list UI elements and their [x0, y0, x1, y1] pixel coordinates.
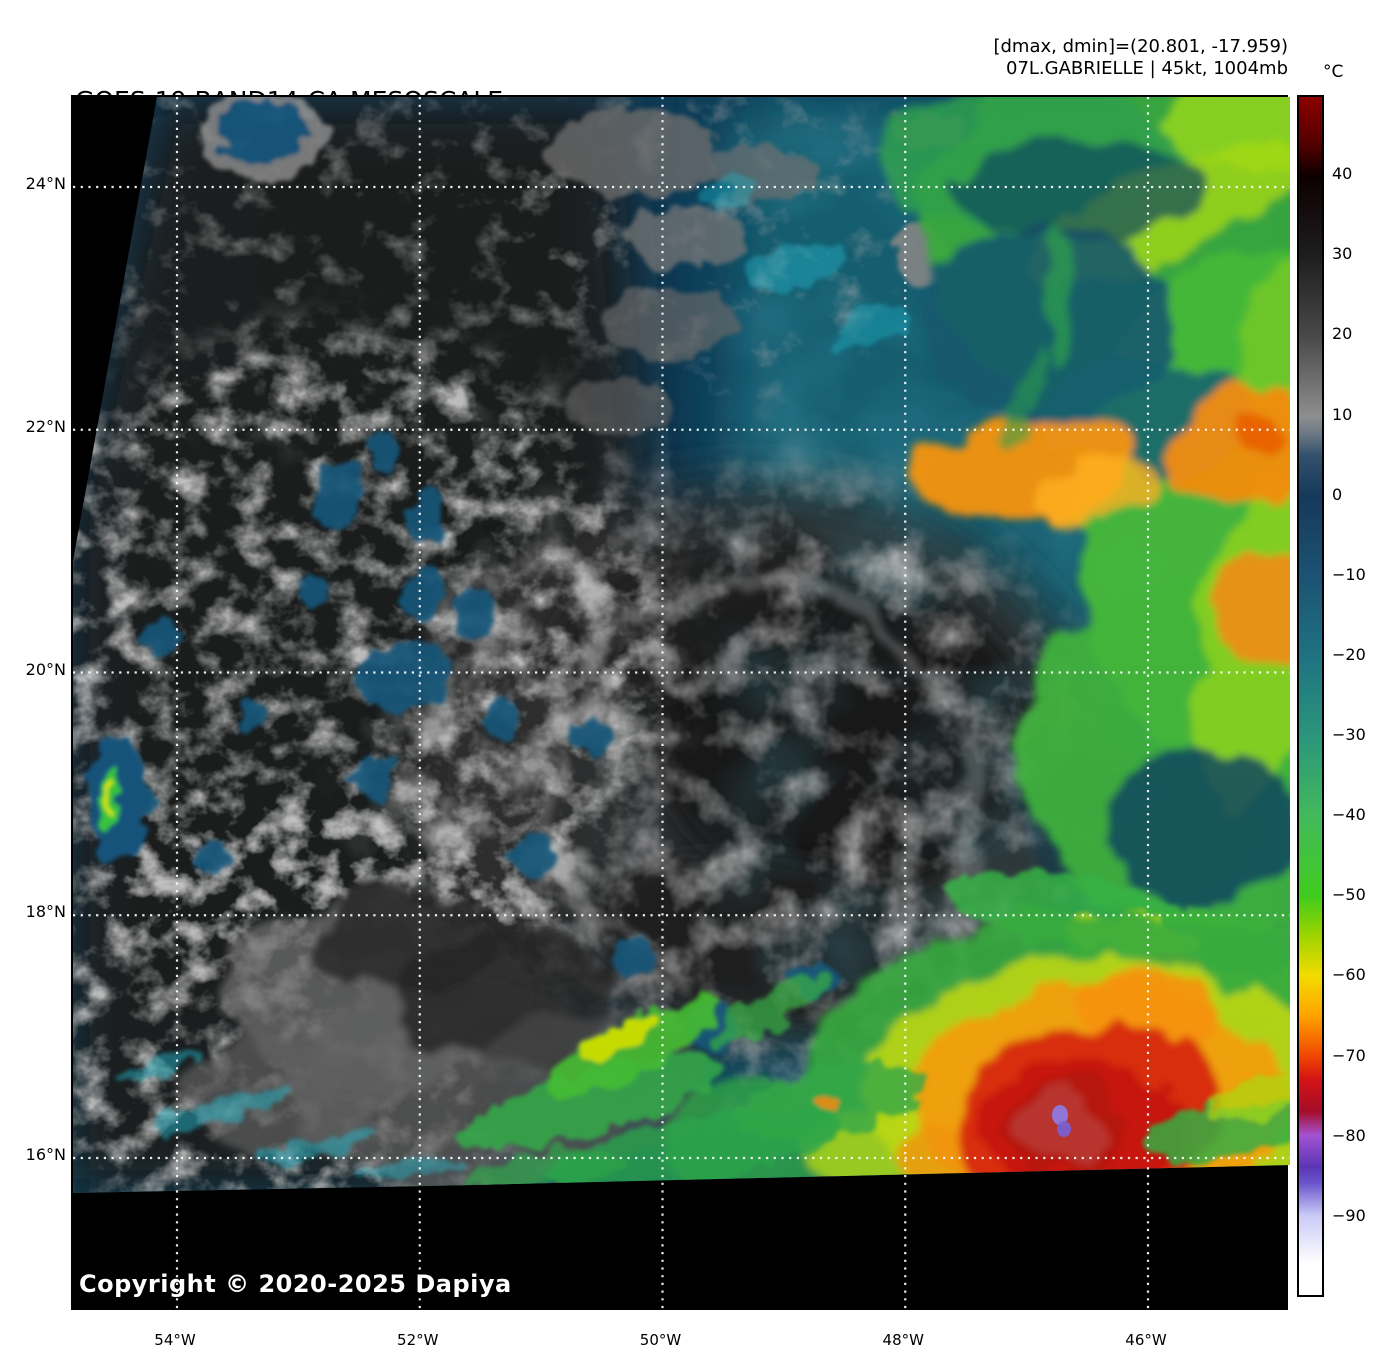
colorbar-tick-label: 0 [1332, 484, 1343, 504]
colorbar-tick-label: 20 [1332, 324, 1353, 344]
y-axis-tick-label: 18°N [25, 902, 66, 922]
colorbar-tick-label: −40 [1332, 805, 1366, 825]
x-axis-tick-label: 50°W [639, 1331, 682, 1349]
satellite-image [73, 97, 1290, 1312]
colorbar-tick-label: −20 [1332, 644, 1366, 664]
colorbar-tick-label: −80 [1332, 1125, 1366, 1145]
x-axis-tick-label: 48°W [882, 1331, 924, 1349]
colorbar-tick-label: −50 [1332, 885, 1366, 905]
x-axis-tick-label: 52°W [397, 1331, 439, 1349]
copyright-notice: Copyright © 2020-2025 Dapiya [79, 1270, 512, 1298]
storm-info: 07L.GABRIELLE | 45kt, 1004mb [1006, 58, 1288, 79]
y-axis-tick-label: 20°N [25, 659, 66, 679]
colorbar-tick-label: 10 [1332, 404, 1353, 424]
colorbar-tick-label: 30 [1332, 244, 1353, 264]
colorbar-tick-label: 40 [1332, 164, 1353, 184]
colorbar-unit-label: °C [1323, 62, 1344, 82]
map-plot-area: Copyright © 2020-2025 Dapiya [71, 95, 1290, 1312]
y-axis-tick-label: 24°N [25, 174, 66, 193]
colorbar-tick-label: −10 [1332, 564, 1366, 584]
annotation-block: [dmax, dmin]=(20.801, -17.959) 07L.GABRI… [993, 36, 1288, 80]
y-axis-tick-label: 16°N [25, 1145, 66, 1164]
ir-imagery [73, 97, 1290, 1193]
x-axis-tick-label: 46°W [1125, 1331, 1167, 1349]
colorbar-tick-label: −60 [1332, 965, 1366, 985]
colorbar-tick-label: −90 [1332, 1205, 1366, 1225]
y-axis-tick-label: 22°N [25, 416, 66, 436]
temperature-colorbar [1297, 95, 1324, 1297]
colorbar-tick-label: −70 [1332, 1045, 1366, 1065]
colorbar-tick-label: −30 [1332, 725, 1366, 745]
graticule [73, 97, 1290, 1312]
x-axis-tick-label: 54°W [154, 1331, 196, 1349]
dmax-dmin-readout: [dmax, dmin]=(20.801, -17.959) [993, 36, 1288, 57]
